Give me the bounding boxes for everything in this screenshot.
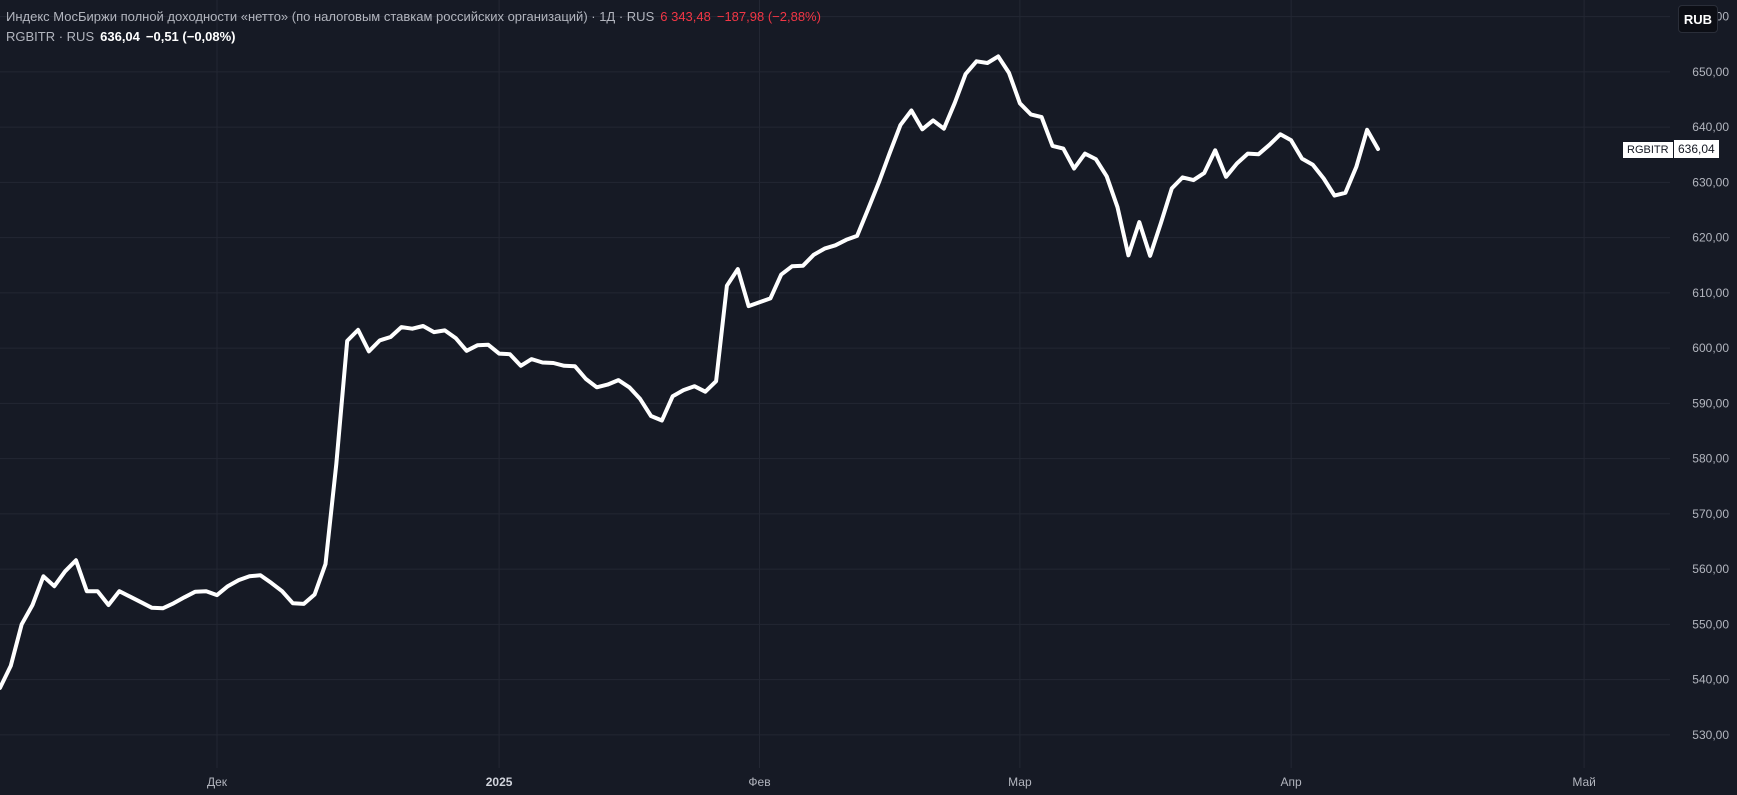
- x-tick-label: Мар: [1008, 775, 1032, 789]
- legend-main-change: −187,98 (−2,88%): [716, 9, 821, 24]
- y-tick-label: 580,00: [1692, 452, 1729, 466]
- y-tick-label: 570,00: [1692, 507, 1729, 521]
- last-price-tag: 636,04: [1674, 139, 1719, 158]
- x-tick-label: Дек: [207, 775, 228, 789]
- x-axis-labels: Дек 2025 Фев Мар Апр Май: [207, 775, 1596, 789]
- legend-main-index: Индекс МосБиржи полной доходности «нетто…: [6, 9, 821, 25]
- horizontal-gridlines: [0, 16, 1670, 736]
- y-axis-labels: 530,00 540,00 550,00 560,00 570,00 580,00 590,…: [1692, 10, 1729, 742]
- x-tick-label: Фев: [748, 775, 770, 789]
- y-tick-label: 540,00: [1692, 673, 1729, 687]
- legend-series-title: RGBITR · RUS: [6, 29, 95, 44]
- y-tick-label: 650,00: [1692, 65, 1729, 79]
- y-tick-label: 630,00: [1692, 175, 1729, 189]
- y-tick-label: 610,00: [1692, 286, 1729, 300]
- legend-series: RGBITR · RUS 636,04 −0,51 (−0,08%): [6, 29, 236, 45]
- legend-main-value: 6 343,48: [660, 9, 711, 24]
- x-tick-label: Май: [1572, 775, 1596, 789]
- y-tick-label: 590,00: [1692, 396, 1729, 410]
- y-tick-label: 560,00: [1692, 562, 1729, 576]
- legend-series-change: −0,51 (−0,08%): [145, 29, 236, 44]
- x-tick-label: 2025: [486, 775, 513, 789]
- y-tick-label: 600,00: [1692, 341, 1729, 355]
- legend-main-title: Индекс МосБиржи полной доходности «нетто…: [6, 9, 655, 24]
- y-tick-label: 620,00: [1692, 231, 1729, 245]
- currency-button[interactable]: RUB: [1678, 5, 1718, 33]
- y-tick-label: 550,00: [1692, 617, 1729, 631]
- series-line: [0, 54, 1380, 690]
- legend-series-value: 636,04: [100, 29, 140, 44]
- y-tick-label: 530,00: [1692, 728, 1729, 742]
- series-group: [0, 54, 1380, 690]
- y-tick-label: 640,00: [1692, 120, 1729, 134]
- series-name-tag: RGBITR: [1622, 140, 1674, 159]
- x-tick-label: Апр: [1281, 775, 1303, 789]
- vertical-gridlines: [216, 0, 1585, 768]
